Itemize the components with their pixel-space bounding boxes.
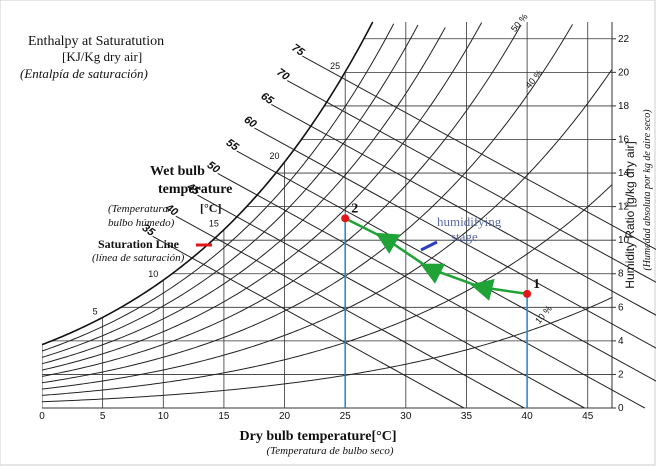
wet-bulb-label: 10 [148, 269, 158, 279]
x-tick-label: 5 [100, 411, 106, 422]
enthalpy-line [197, 194, 585, 409]
y-tick-label: 2 [618, 369, 624, 380]
rh-curve [42, 24, 522, 377]
wet-bulb-label: 15 [209, 219, 219, 229]
wet-bulb-title: [°C] [200, 201, 221, 215]
state-point [341, 214, 350, 223]
y-tick-label: 16 [618, 134, 630, 145]
enthalpy-line [302, 55, 656, 250]
rh-curve [42, 24, 419, 358]
wet-bulb-title: Wet bulb [150, 164, 205, 179]
process-label: humidifying [437, 214, 502, 229]
enthalpy-title: Enthalpy at Saturatution [28, 34, 164, 49]
rh-curve [42, 297, 612, 403]
saturation-label: (línea de saturación) [92, 252, 185, 264]
x-tick-label: 10 [158, 411, 170, 422]
y-tick-label: 20 [618, 67, 630, 78]
x-tick-label: 45 [582, 411, 594, 422]
y-tick-label: 4 [618, 336, 624, 347]
enthalpy-line [271, 104, 656, 316]
rh-curve [42, 69, 612, 390]
x-tick-label: 20 [279, 411, 291, 422]
y-tick-label: 12 [618, 202, 630, 213]
x-tick-label: 15 [218, 411, 230, 422]
x-tick-label: 25 [340, 411, 352, 422]
x-tick-label: 35 [461, 411, 473, 422]
wet-bulb-label: 25 [330, 61, 340, 71]
saturation-label: Saturation Line [98, 237, 180, 251]
process-label: stage [451, 229, 478, 244]
rh-curve [42, 24, 574, 384]
rh-curve [42, 184, 612, 396]
y-tick-label: 0 [618, 403, 624, 414]
point-label: 2 [351, 201, 358, 216]
rh-curve [42, 22, 483, 371]
x-tick-label: 30 [400, 411, 412, 422]
y-tick-label: 22 [618, 34, 630, 45]
wet-bulb-title: bulbo húmedo) [108, 217, 175, 229]
rh-curve [42, 23, 395, 352]
enthalpy-title: [KJ/Kg dry air] [62, 49, 142, 64]
wet-bulb-title: temperature [158, 182, 232, 197]
x-tick-label: 0 [39, 411, 45, 422]
rh-curve [42, 27, 446, 365]
wet-bulb-title: (Temperatura [108, 203, 169, 215]
y-tick-label: 6 [618, 302, 624, 313]
point-label: 1 [533, 277, 540, 292]
y-tick-label: 8 [618, 269, 624, 280]
wet-bulb-label: 20 [270, 151, 280, 161]
y-axis-subtitle: (Humedad absoluta por kg de aire seco) [642, 109, 653, 271]
x-tick-label: 40 [522, 411, 534, 422]
x-axis-subtitle: (Temperatura de bulbo seco) [267, 445, 394, 457]
state-point [523, 289, 532, 298]
enthalpy-line [175, 215, 525, 409]
y-tick-label: 14 [618, 168, 630, 179]
process-line [344, 217, 528, 301]
y-tick-label: 18 [618, 101, 630, 112]
enthalpy-title: (Entalpía de saturación) [20, 66, 148, 81]
y-axis-title: Humidity Ratio [g/kg dry air] [623, 141, 637, 288]
enthalpy-line [152, 235, 465, 409]
x-axis-title: Dry bulb temperature[°C] [240, 429, 397, 444]
enthalpy-line [287, 80, 656, 283]
enthalpy-line [254, 127, 656, 349]
process-marker [420, 240, 438, 252]
wet-bulb-label: 5 [93, 306, 98, 316]
y-tick-label: 10 [618, 235, 630, 246]
